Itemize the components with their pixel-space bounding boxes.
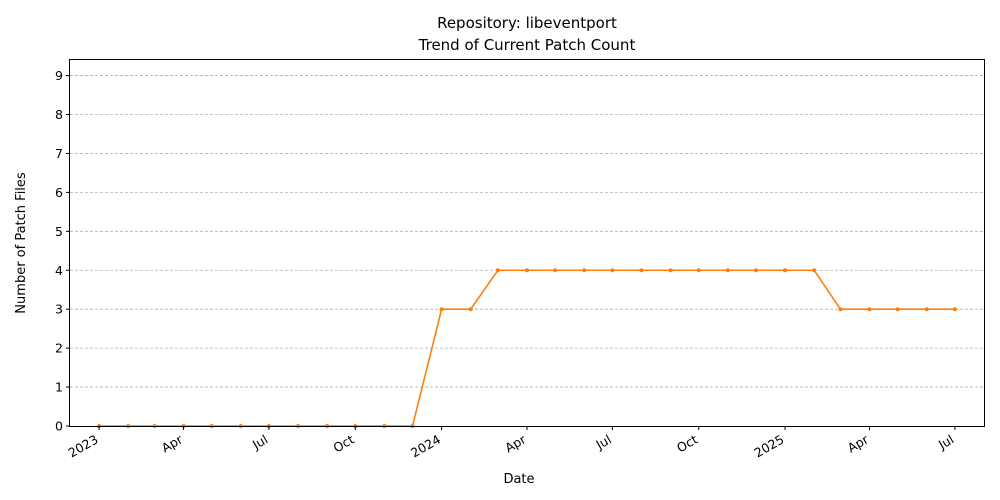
data-point xyxy=(582,268,587,273)
chart-subtitle: Trend of Current Patch Count xyxy=(418,36,636,54)
data-point xyxy=(812,268,817,273)
data-point xyxy=(468,307,473,312)
data-point xyxy=(867,307,872,312)
y-tick-label: 4 xyxy=(55,263,63,278)
y-axis-label: Number of Patch Files xyxy=(14,172,29,314)
data-point xyxy=(753,268,758,273)
x-axis-label: Date xyxy=(503,472,534,487)
y-tick-label: 7 xyxy=(55,146,63,161)
chart-title: Repository: libeventport xyxy=(437,14,617,32)
data-point xyxy=(610,268,615,273)
y-tick-label: 2 xyxy=(55,341,63,356)
y-axis-ticks: 0 1 2 3 4 5 6 7 8 9 xyxy=(55,68,70,434)
y-tick-label: 1 xyxy=(55,380,63,395)
data-point xyxy=(696,268,701,273)
x-tick-label: Jul xyxy=(592,432,613,453)
x-tick-label: Apr xyxy=(502,431,529,455)
y-tick-label: 6 xyxy=(55,185,63,200)
x-tick-label: Jul xyxy=(249,432,270,453)
x-tick-label: 2025 xyxy=(752,432,787,461)
x-tick-label: Jul xyxy=(935,432,956,453)
y-tick-label: 8 xyxy=(55,107,63,122)
x-tick-label: 2024 xyxy=(408,432,443,461)
data-point xyxy=(525,268,529,273)
y-tick-label: 5 xyxy=(55,224,63,239)
data-point xyxy=(553,268,558,273)
data-point xyxy=(952,307,957,312)
data-point xyxy=(495,268,500,273)
data-point xyxy=(639,268,644,273)
x-tick-label: 2023 xyxy=(66,432,101,461)
gridlines xyxy=(70,75,984,388)
data-point xyxy=(783,268,788,273)
x-tick-label: Apr xyxy=(845,431,872,455)
y-tick-label: 3 xyxy=(55,302,63,317)
x-tick-label: Oct xyxy=(331,432,357,456)
x-tick-label: Oct xyxy=(674,432,700,456)
data-point xyxy=(924,307,929,312)
y-tick-label: 0 xyxy=(55,419,63,434)
x-axis-ticks: 2023 Apr Jul Oct 2024 Apr Jul Oct 2025 Apr Jul xyxy=(66,426,956,461)
plot-frame xyxy=(69,59,985,427)
data-point xyxy=(439,307,444,312)
data-point xyxy=(895,307,900,312)
data-point xyxy=(668,268,673,273)
data-point xyxy=(725,268,730,273)
data-point xyxy=(838,307,843,312)
x-tick-label: Apr xyxy=(159,431,186,455)
y-tick-label: 9 xyxy=(55,68,63,83)
